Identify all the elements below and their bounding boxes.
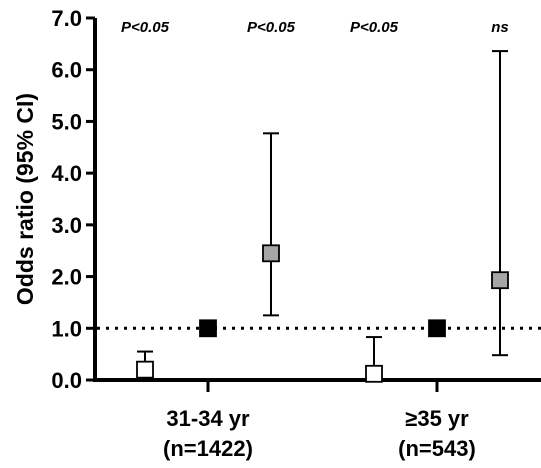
- y-axis-title: Odds ratio (95% CI): [12, 93, 38, 305]
- x-category-label: ≥35 yr: [405, 406, 469, 431]
- p-value-annotation: P<0.05: [350, 19, 399, 36]
- y-tick-label: 6.0: [51, 58, 82, 83]
- marker-filled: [199, 319, 217, 338]
- annotations-layer: P<0.05 P<0.05 P<0.05 ns: [121, 19, 509, 36]
- marker-gray: [491, 271, 509, 290]
- x-category-count: (n=1422): [163, 436, 253, 461]
- marker-open: [365, 364, 383, 383]
- markers-layer: [136, 244, 509, 383]
- p-value-annotation: P<0.05: [247, 19, 296, 36]
- y-tick-label: 7.0: [51, 6, 82, 31]
- x-ticks-layer: 31-34 yr (n=1422) ≥35 yr (n=543): [163, 380, 476, 461]
- y-tick-label: 4.0: [51, 161, 82, 186]
- y-tick-label: 5.0: [51, 109, 82, 134]
- y-tick-label: 1.0: [51, 316, 82, 341]
- x-category-count: (n=543): [398, 436, 476, 461]
- marker-gray: [262, 244, 280, 263]
- marker-filled: [428, 319, 446, 338]
- axes-layer: [93, 18, 541, 382]
- y-tick-label: 3.0: [51, 213, 82, 238]
- x-category-label: 31-34 yr: [166, 406, 250, 431]
- marker-open: [136, 360, 154, 379]
- p-value-annotation: ns: [491, 19, 509, 36]
- y-tick-label: 0.0: [51, 368, 82, 393]
- p-value-annotation: P<0.05: [121, 19, 170, 36]
- y-tick-label: 2.0: [51, 265, 82, 290]
- y-ticks-layer: 0.0 1.0 2.0 3.0 4.0 5.0 6.0 7.0: [51, 6, 95, 393]
